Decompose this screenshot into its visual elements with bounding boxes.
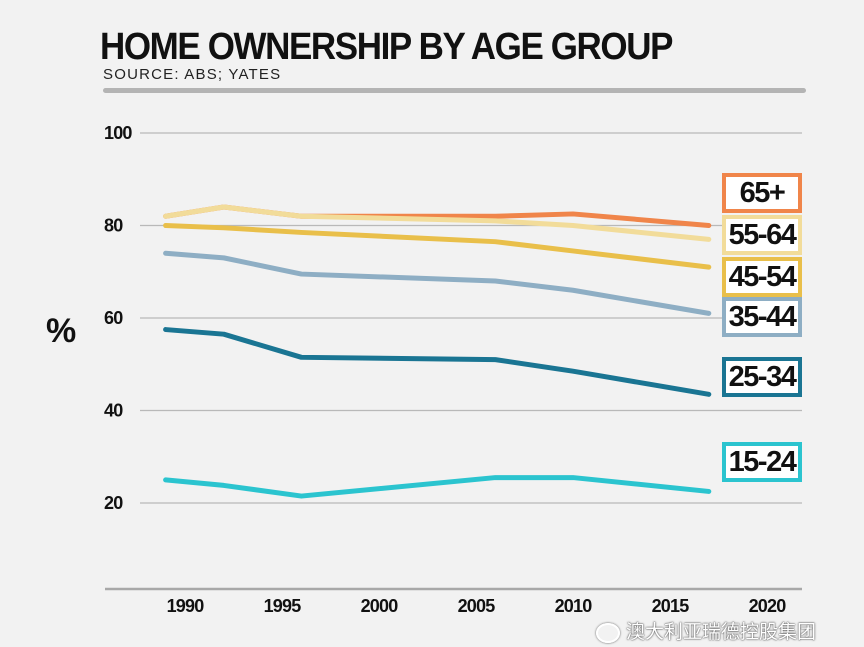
series-line-45-54 <box>163 223 712 270</box>
series-label-35-44: 35-44 <box>722 297 802 337</box>
title-divider <box>103 88 806 93</box>
wechat-icon <box>596 622 620 643</box>
x-tick-label: 2010 <box>555 596 593 616</box>
y-tick-label: 100 <box>104 123 132 143</box>
y-tick-label: 80 <box>104 216 123 236</box>
watermark-text: 澳大利亚瑞德控股集团 <box>626 622 817 643</box>
series-line-55-64 <box>163 204 712 242</box>
series-label-65+: 65+ <box>722 173 802 213</box>
series-label-45-54: 45-54 <box>722 257 802 297</box>
y-axis-label: % <box>46 312 77 350</box>
x-tick-label: 1990 <box>167 596 205 616</box>
chart-title: HOME OWNERSHIP BY AGE GROUP <box>100 26 673 68</box>
series-line-25-34 <box>163 327 712 397</box>
watermark: 澳大利亚瑞德控股集团 <box>596 622 816 644</box>
x-tick-label: 2020 <box>749 596 787 616</box>
series-line-35-44 <box>163 250 712 316</box>
x-tick-label: 1995 <box>264 596 302 616</box>
series-label-55-64: 55-64 <box>722 215 802 255</box>
y-tick-label: 40 <box>104 401 123 421</box>
y-tick-label: 60 <box>104 308 123 328</box>
series-label-25-34: 25-34 <box>722 357 802 397</box>
chart-subtitle: SOURCE: ABS; YATES <box>103 66 282 83</box>
x-tick-label: 2005 <box>458 596 496 616</box>
y-tick-label: 20 <box>104 493 123 513</box>
series-label-15-24: 15-24 <box>722 442 802 482</box>
series-line-15-24 <box>163 475 712 499</box>
x-tick-label: 2000 <box>361 596 399 616</box>
x-tick-label: 2015 <box>652 596 690 616</box>
